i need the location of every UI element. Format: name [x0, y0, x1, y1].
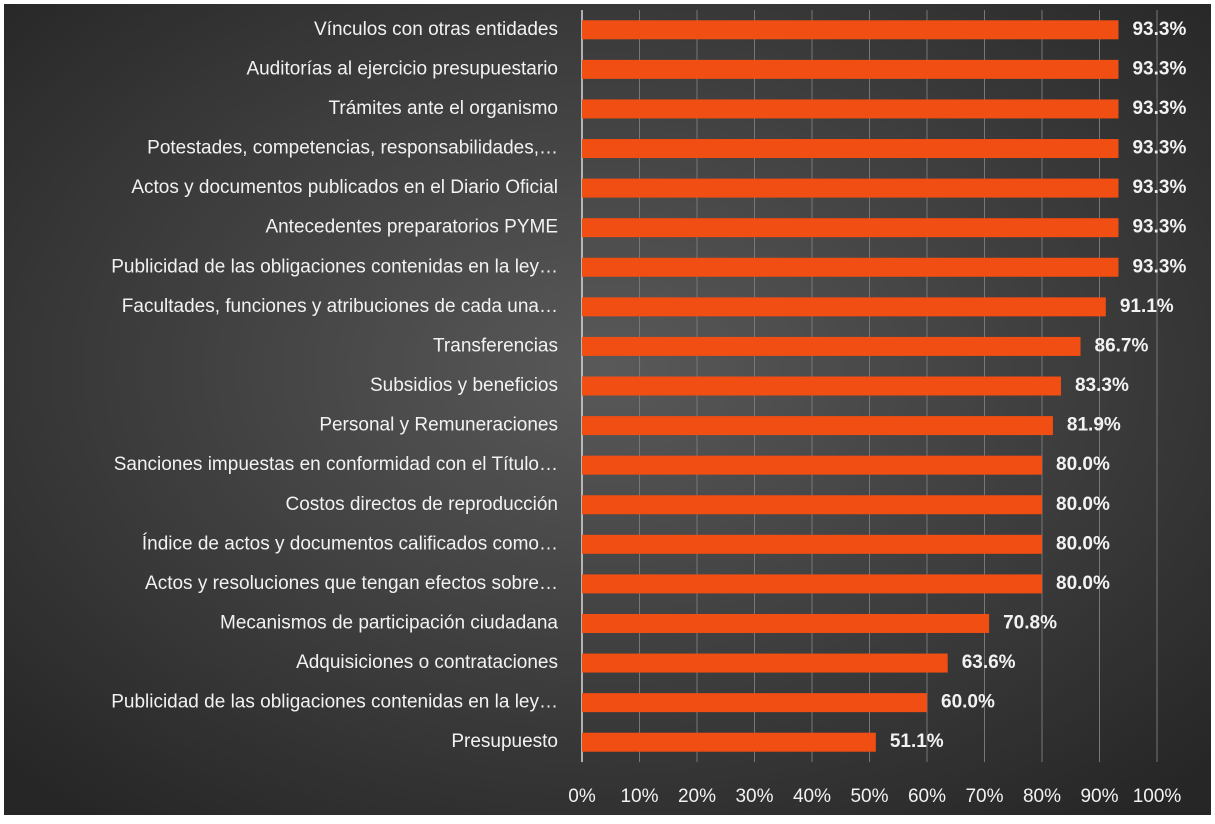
bar [582, 139, 1119, 159]
y-tick-label: Actos y documentos publicados en el Diar… [131, 177, 558, 198]
y-tick-label: Subsidios y beneficios [370, 375, 558, 396]
data-label: 81.9% [1067, 415, 1121, 436]
data-label: 80.0% [1056, 454, 1110, 475]
bar [582, 574, 1042, 594]
bar [582, 99, 1119, 119]
bar [582, 613, 990, 633]
x-tick-label: 0% [568, 786, 596, 807]
bar [582, 653, 948, 673]
x-tick-label: 80% [1023, 786, 1061, 807]
data-label: 60.0% [941, 692, 995, 713]
data-label: 80.0% [1056, 533, 1110, 554]
x-tick-label: 60% [908, 786, 946, 807]
bar [582, 297, 1106, 317]
bar [582, 534, 1042, 554]
y-tick-label: Sanciones impuestas en conformidad con e… [114, 454, 558, 475]
y-tick-label: Mecanismos de participación ciudadana [220, 612, 558, 633]
y-tick-label: Publicidad de las obligaciones contenida… [111, 256, 558, 277]
bar [582, 336, 1081, 356]
data-label: 80.0% [1056, 573, 1110, 594]
x-tick-label: 20% [678, 786, 716, 807]
bar [582, 693, 927, 713]
y-tick-label: Publicidad de las obligaciones contenida… [111, 692, 558, 713]
y-tick-label: Vínculos con otras entidades [314, 19, 558, 40]
data-label: 63.6% [962, 652, 1016, 673]
x-tick-label: 90% [1080, 786, 1118, 807]
bar [582, 59, 1119, 79]
bar [582, 732, 876, 752]
bar [582, 20, 1119, 40]
y-tick-label: Auditorías al ejercicio presupuestario [246, 58, 558, 79]
data-label: 80.0% [1056, 494, 1110, 515]
bar [582, 218, 1119, 238]
y-tick-label: Potestades, competencias, responsabilida… [147, 138, 558, 159]
data-label: 93.3% [1132, 98, 1186, 119]
bar [582, 416, 1053, 436]
y-tick-label: Antecedentes preparatorios PYME [265, 217, 558, 238]
bar [582, 455, 1042, 475]
x-tick-label: 70% [965, 786, 1003, 807]
data-label: 93.3% [1132, 19, 1186, 40]
y-tick-label: Trámites ante el organismo [328, 98, 558, 119]
bar [582, 257, 1119, 277]
x-tick-label: 50% [850, 786, 888, 807]
y-tick-label: Facultades, funciones y atribuciones de … [122, 296, 558, 317]
bar [582, 495, 1042, 515]
data-label: 70.8% [1003, 612, 1057, 633]
y-tick-label: Adquisiciones o contrataciones [296, 652, 558, 673]
data-label: 93.3% [1132, 177, 1186, 198]
data-label: 93.3% [1132, 58, 1186, 79]
y-tick-label: Actos y resoluciones que tengan efectos … [145, 573, 558, 594]
bar [582, 178, 1119, 198]
data-label: 93.3% [1132, 217, 1186, 238]
y-tick-label: Presupuesto [451, 731, 558, 752]
x-tick-label: 100% [1133, 786, 1182, 807]
data-label: 93.3% [1132, 138, 1186, 159]
x-tick-label: 40% [793, 786, 831, 807]
x-tick-label: 30% [735, 786, 773, 807]
x-tick-label: 10% [620, 786, 658, 807]
y-tick-label: Personal y Remuneraciones [319, 415, 558, 436]
data-label: 93.3% [1132, 256, 1186, 277]
data-label: 86.7% [1095, 335, 1149, 356]
data-label: 83.3% [1075, 375, 1129, 396]
y-tick-label: Costos directos de reproducción [286, 494, 558, 515]
y-tick-label: Índice de actos y documentos calificados… [142, 533, 558, 554]
y-tick-label: Transferencias [433, 335, 558, 356]
data-label: 51.1% [890, 731, 944, 752]
bar [582, 376, 1061, 396]
data-label: 91.1% [1120, 296, 1174, 317]
